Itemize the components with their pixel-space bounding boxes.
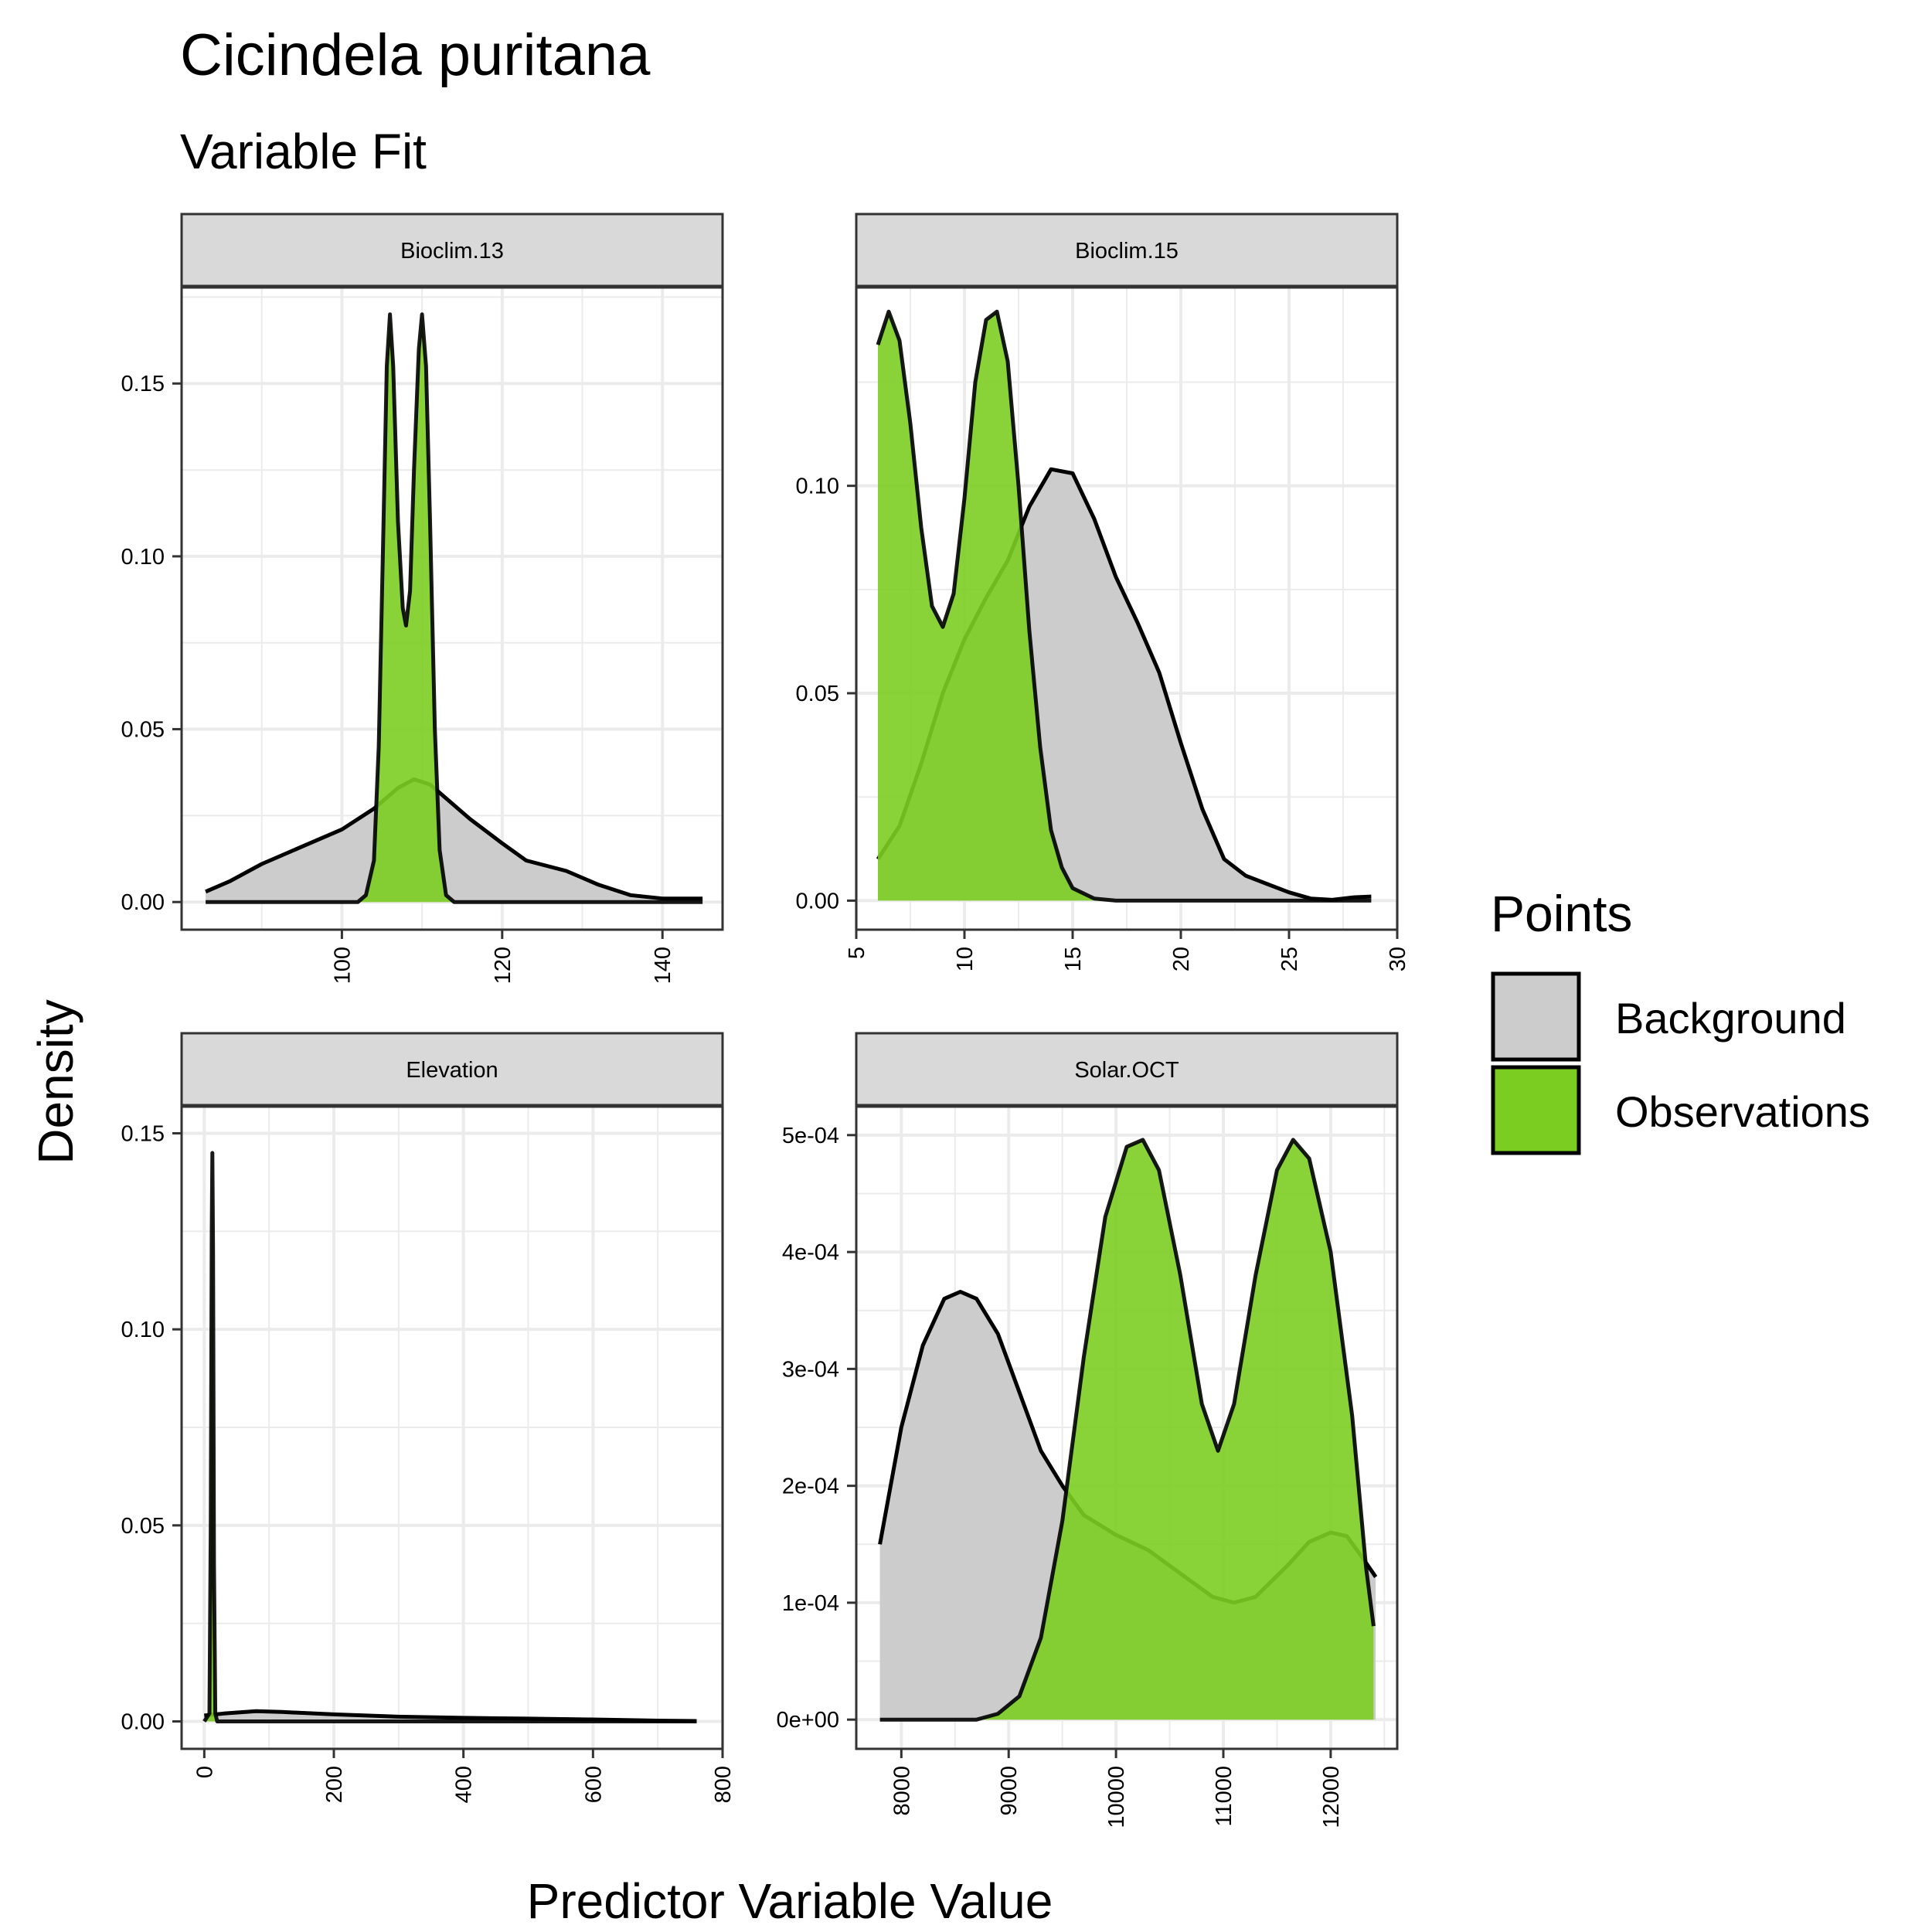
y-tick-label: 0.00 <box>121 890 165 915</box>
legend-key-background <box>1491 971 1581 1062</box>
x-tick-label: 0 <box>192 1766 217 1778</box>
chart-title: Cicindela puritana <box>180 22 651 88</box>
x-tick-label: 400 <box>452 1766 477 1803</box>
x-tick-label: 10 <box>953 947 978 971</box>
y-tick-label: 0.15 <box>121 372 165 396</box>
density-area-observations <box>878 311 1372 901</box>
y-tick-label: 0.00 <box>796 889 839 913</box>
density-area-observations <box>879 1139 1374 1720</box>
density-area-background <box>204 1711 697 1722</box>
strip-background <box>180 213 724 288</box>
y-tick-label: 0e+00 <box>777 1708 839 1733</box>
x-tick-label: 9000 <box>997 1766 1022 1816</box>
x-tick-label: 600 <box>581 1766 606 1803</box>
y-tick-label: 1e-04 <box>782 1591 839 1616</box>
density-area-background <box>206 779 703 903</box>
x-tick-label: 15 <box>1061 947 1086 971</box>
strip-background <box>180 1032 724 1107</box>
density-line-observations <box>202 1151 697 1723</box>
x-axis-label: Predictor Variable Value <box>527 1873 1053 1929</box>
y-tick-label: 0.05 <box>121 1514 165 1539</box>
y-tick-label: 0.10 <box>796 474 839 499</box>
x-tick-label: 10000 <box>1104 1766 1129 1828</box>
y-tick-label: 0.10 <box>121 545 165 570</box>
density-line-observations <box>206 312 703 904</box>
strip-label: Elevation <box>406 1058 498 1083</box>
x-tick-label: 120 <box>491 947 515 984</box>
x-tick-label: 20 <box>1169 947 1194 971</box>
legend-title: Points <box>1491 885 1632 942</box>
legend-key-observations <box>1491 1065 1581 1155</box>
x-tick-label: 140 <box>651 947 675 984</box>
legend: Points Background Observations <box>1491 885 1870 1155</box>
x-tick-label: 11000 <box>1212 1766 1236 1827</box>
panel-solar-oct: Solar.OCT 0e+00 1e-04 2e-04 3e-04 4e-04 5e-04 8… <box>777 1032 1399 1828</box>
x-tick-label: 25 <box>1277 947 1302 971</box>
chart-subtitle: Variable Fit <box>180 124 427 179</box>
strip-label: Solar.OCT <box>1074 1058 1179 1083</box>
y-tick-label: 0.15 <box>121 1122 165 1147</box>
legend-label-background: Background <box>1615 994 1846 1043</box>
density-line-observations <box>876 309 1372 903</box>
panel-elevation: Elevation 0.00 0.05 0.10 0.15 0 200 400 600 800 <box>121 1032 736 1803</box>
y-tick-label: 0.05 <box>796 682 839 706</box>
y-tick-label: 0.10 <box>121 1318 165 1342</box>
strip-background <box>855 213 1399 288</box>
panel-bioclim-15: Bioclim.15 0.00 0.05 0.10 5 10 15 20 25 30 <box>796 213 1410 971</box>
legend-label-observations: Observations <box>1615 1087 1870 1136</box>
x-tick-label: 200 <box>322 1766 347 1803</box>
y-tick-label: 3e-04 <box>782 1357 839 1382</box>
y-tick-label: 2e-04 <box>782 1475 839 1499</box>
x-tick-label: 5 <box>845 947 869 959</box>
x-tick-label: 800 <box>711 1766 736 1803</box>
y-tick-label: 5e-04 <box>782 1124 839 1148</box>
x-tick-label: 100 <box>330 947 355 984</box>
y-tick-label: 0.00 <box>121 1709 165 1734</box>
x-tick-label: 12000 <box>1319 1766 1344 1828</box>
strip-label: Bioclim.13 <box>400 239 504 264</box>
x-tick-label: 8000 <box>889 1766 914 1816</box>
x-tick-label: 30 <box>1386 947 1410 971</box>
y-axis-label: Density <box>28 999 83 1164</box>
panel-bioclim-13: Bioclim.13 0.00 0.05 0.10 0.15 100 120 140 <box>121 213 724 984</box>
y-tick-label: 4e-04 <box>782 1240 839 1265</box>
strip-label: Bioclim.15 <box>1075 239 1179 264</box>
density-line-observations <box>879 1138 1376 1722</box>
y-tick-label: 0.05 <box>121 718 165 743</box>
